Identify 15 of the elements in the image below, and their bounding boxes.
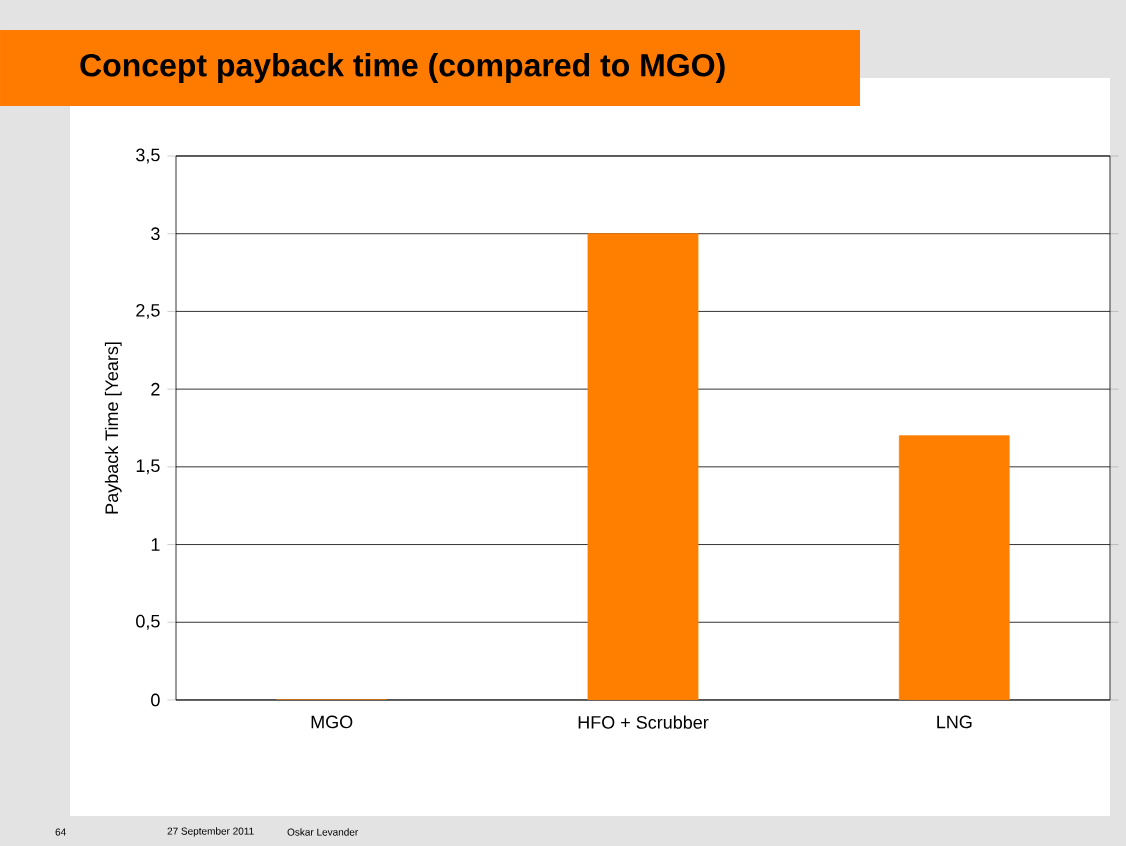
y-tick-label: 1 bbox=[151, 538, 160, 551]
y-tick-label: 2,5 bbox=[136, 303, 160, 319]
y-tick-label: 1,5 bbox=[136, 459, 160, 475]
y-tick-label: 0 bbox=[151, 693, 160, 707]
y-tick-label: 0,5 bbox=[136, 614, 160, 630]
y-tick-label: 3 bbox=[151, 227, 160, 241]
x-tick-label: MGO bbox=[311, 715, 353, 729]
x-tick-label: HFO + Scrubber bbox=[578, 715, 709, 729]
y-tick-label: 3,5 bbox=[136, 148, 160, 164]
bar bbox=[898, 435, 1010, 700]
chart-title: Concept payback time (compared to MGO) bbox=[80, 53, 725, 83]
y-tick-label: 2 bbox=[151, 382, 160, 396]
y-axis-title: Payback Time [Years] bbox=[104, 342, 122, 514]
bar bbox=[587, 233, 699, 700]
x-tick-label: LNG bbox=[937, 715, 972, 729]
